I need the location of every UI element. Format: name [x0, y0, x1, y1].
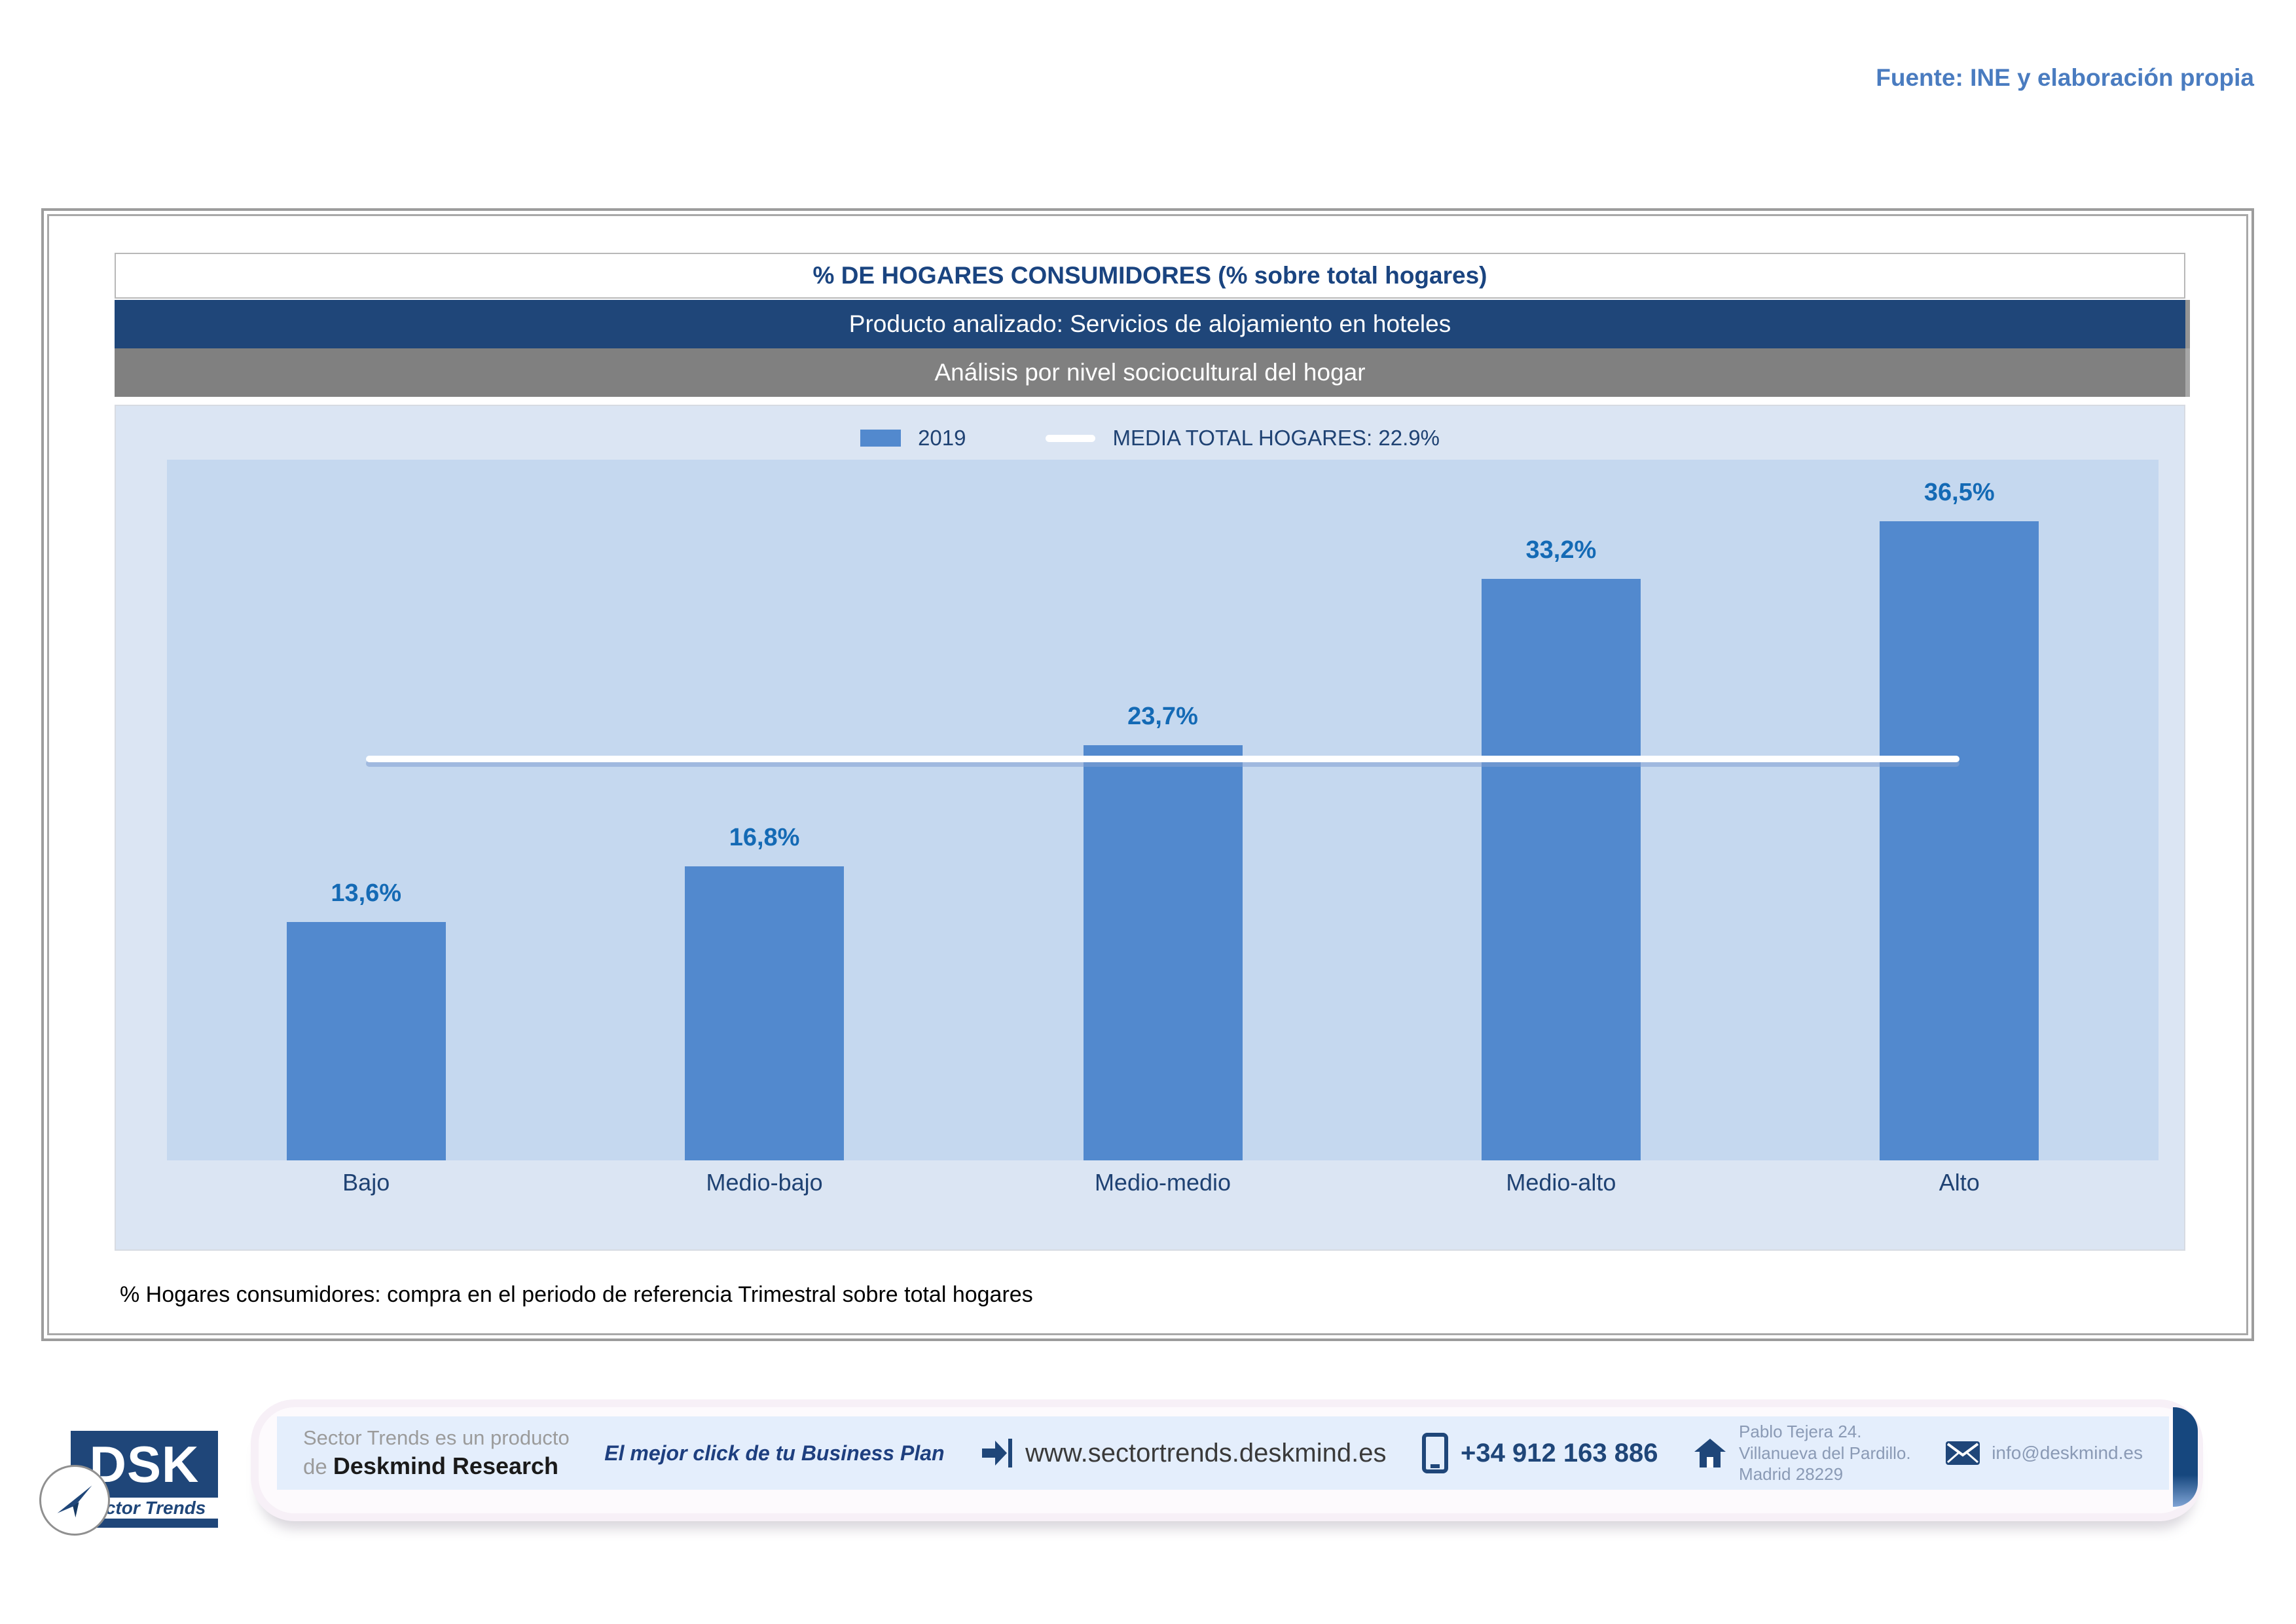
dsk-logo-ellipse — [39, 1465, 110, 1536]
plot-area: 13,6% 16,8% 23,7% 33,2% 36,5% — [167, 460, 2159, 1160]
chart-subtitle-product: Producto analizado: Servicios de alojami… — [115, 300, 2185, 348]
category-labels: Bajo Medio-bajo Medio-medio Medio-alto Alto — [167, 1169, 2159, 1215]
chart-subtitle-analysis: Análisis por nivel sociocultural del hog… — [115, 348, 2185, 397]
chart-footnote: % Hogares consumidores: compra en el per… — [120, 1282, 1033, 1307]
bar-value-label: 36,5% — [1923, 479, 1995, 506]
footer-card: Sector Trends es un producto de Deskmind… — [259, 1407, 2198, 1513]
footer-product-line1: Sector Trends es un producto — [303, 1426, 570, 1450]
bar-value-label: 13,6% — [331, 879, 402, 907]
footer-address: Pablo Tejera 24. Villanueva del Pardillo… — [1739, 1421, 1911, 1485]
bar-medio-medio — [1083, 745, 1243, 1160]
legend-series-swatch — [860, 430, 902, 447]
footer-company-name: Deskmind Research — [333, 1452, 559, 1479]
category-label: Alto — [1939, 1169, 1980, 1196]
arrow-icon — [982, 1439, 1013, 1467]
category-label: Bajo — [342, 1169, 390, 1196]
footer-email-group: info@deskmind.es — [1946, 1441, 2143, 1465]
footer-slogan: El mejor click de tu Business Plan — [604, 1441, 945, 1465]
media-total-line — [366, 756, 1959, 763]
paper-plane-icon — [57, 1485, 92, 1518]
dsk-logo-abbr: DSK — [71, 1431, 218, 1498]
footer-product-text: Sector Trends es un producto de Deskmind… — [303, 1426, 570, 1481]
footer-phone: +34 912 163 886 — [1461, 1438, 1658, 1467]
source-note: Fuente: INE y elaboración propia — [1876, 64, 2254, 91]
category-label: Medio-alto — [1506, 1169, 1616, 1196]
bar-medio-bajo — [685, 866, 845, 1160]
footer-email: info@deskmind.es — [1992, 1443, 2143, 1463]
bar-alto — [1880, 521, 2039, 1160]
legend-media-line-swatch — [1046, 434, 1096, 442]
footer-band: Sector Trends es un producto de Deskmind… — [277, 1416, 2169, 1490]
envelope-icon — [1946, 1441, 1980, 1465]
footer-accent-pill — [2173, 1407, 2198, 1507]
footer-address-line1: Pablo Tejera 24. — [1739, 1422, 1862, 1442]
legend-media-label: MEDIA TOTAL HOGARES: 22.9% — [1112, 426, 1440, 450]
legend-series-label: 2019 — [918, 426, 966, 450]
footer-website: www.sectortrends.deskmind.es — [1025, 1438, 1387, 1467]
chart-title: % DE HOGARES CONSUMIDORES (% sobre total… — [115, 253, 2185, 299]
footer-product-prefix: de — [303, 1454, 333, 1479]
category-label: Medio-bajo — [706, 1169, 823, 1196]
home-icon — [1694, 1439, 1726, 1467]
bar-bajo — [286, 922, 446, 1160]
footer-phone-group: +34 912 163 886 — [1421, 1433, 1658, 1473]
footer-address-line3: Madrid 28229 — [1739, 1464, 1844, 1485]
bar-value-label: 33,2% — [1525, 536, 1597, 564]
chart-area: 2019 MEDIA TOTAL HOGARES: 22.9% 13,6% 16,… — [115, 405, 2185, 1251]
phone-icon — [1422, 1433, 1449, 1473]
bar-value-label: 16,8% — [729, 824, 800, 851]
category-label: Medio-medio — [1094, 1169, 1231, 1196]
footer-product-line2: de Deskmind Research — [303, 1451, 570, 1481]
footer-address-line2: Villanueva del Pardillo. — [1739, 1443, 1911, 1463]
footer-website-group: www.sectortrends.deskmind.es — [979, 1436, 1386, 1470]
dsk-logo-bar — [71, 1519, 218, 1528]
chart-legend: 2019 MEDIA TOTAL HOGARES: 22.9% — [116, 426, 2184, 451]
bar-value-label: 23,7% — [1127, 703, 1198, 730]
footer-address-group: Pablo Tejera 24. Villanueva del Pardillo… — [1693, 1421, 1911, 1485]
dsk-logo: DSK Sector Trends — [39, 1431, 218, 1536]
bar-medio-alto — [1481, 579, 1641, 1160]
